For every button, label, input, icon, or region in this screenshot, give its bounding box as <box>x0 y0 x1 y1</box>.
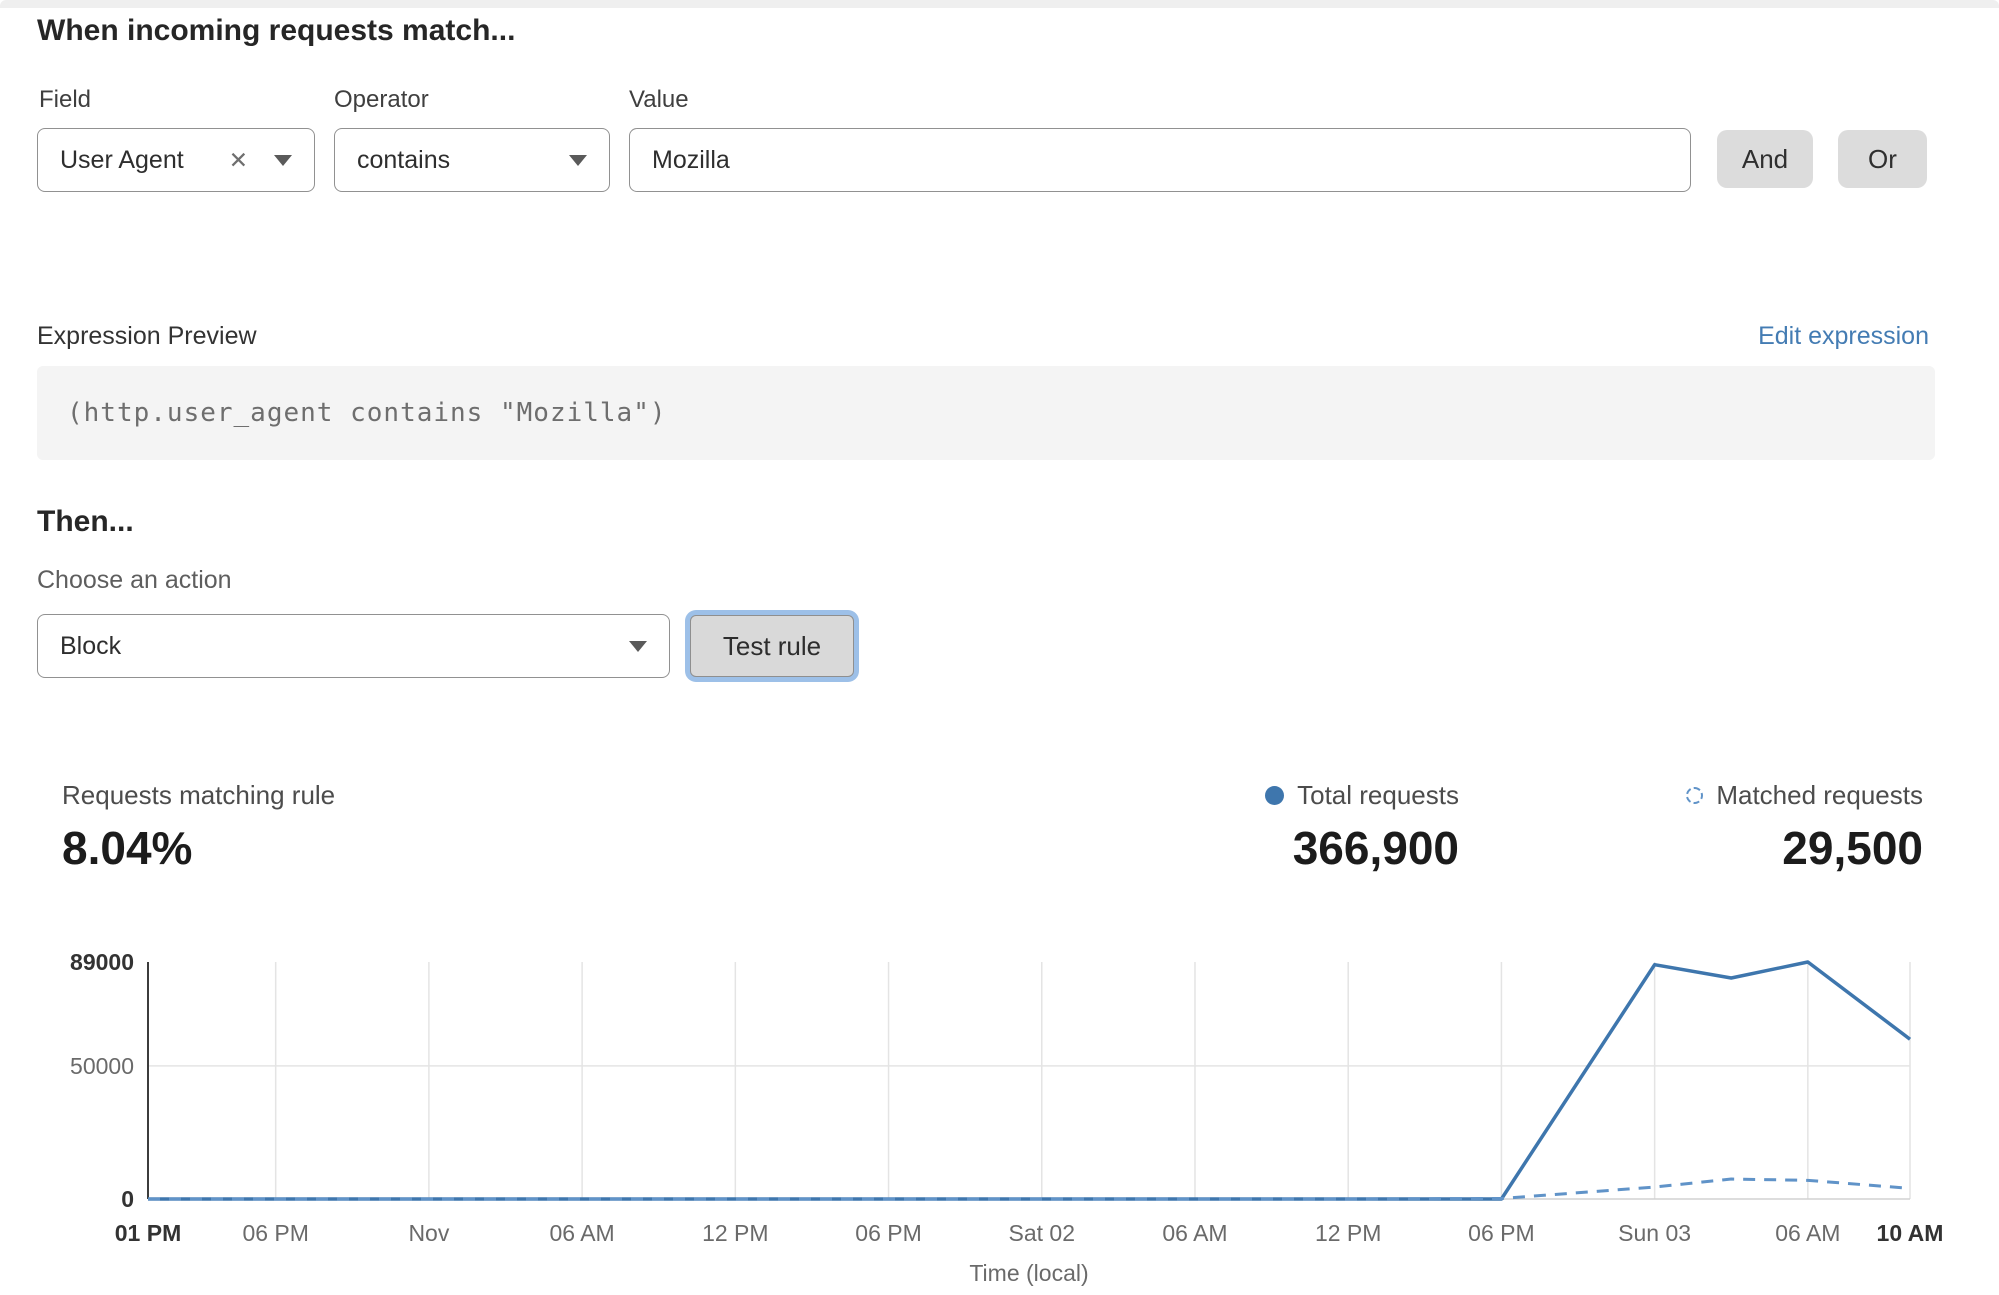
choose-action-label: Choose an action <box>37 566 232 594</box>
svg-text:06 AM: 06 AM <box>550 1220 615 1246</box>
value-label: Value <box>629 86 689 113</box>
solid-dot-legend-icon <box>1265 786 1285 805</box>
chevron-down-icon <box>569 154 587 166</box>
svg-text:Sun 03: Sun 03 <box>1618 1220 1691 1246</box>
chevron-down-icon <box>629 640 647 652</box>
svg-text:01 PM: 01 PM <box>115 1220 181 1246</box>
svg-text:06 PM: 06 PM <box>1468 1220 1534 1246</box>
stat-total-requests: Total requests 366,900 <box>1265 780 1459 875</box>
field-select[interactable]: User Agent ✕ <box>37 128 315 192</box>
value-input[interactable] <box>629 128 1691 192</box>
and-button[interactable]: And <box>1717 130 1813 188</box>
svg-text:12 PM: 12 PM <box>1315 1220 1381 1246</box>
page-title: When incoming requests match... <box>37 14 516 47</box>
svg-text:Time (local): Time (local) <box>969 1260 1088 1286</box>
stat-matching-value: 8.04% <box>62 822 193 874</box>
operator-select-value: contains <box>357 145 451 174</box>
legend-total-requests: Total requests <box>1265 780 1459 811</box>
svg-text:06 PM: 06 PM <box>242 1220 308 1246</box>
operator-select[interactable]: contains <box>334 128 610 192</box>
test-rule-button[interactable]: Test rule <box>690 615 854 677</box>
requests-chart: 89000 50000 0 01 PM 06 PM Nov 06 AM 12 PM 06 PM S… <box>70 949 1944 1286</box>
svg-text:06 AM: 06 AM <box>1162 1220 1227 1246</box>
svg-text:06 AM: 06 AM <box>1775 1220 1840 1246</box>
panel-top-edge <box>0 0 1999 8</box>
svg-text:Nov: Nov <box>408 1220 449 1246</box>
operator-label: Operator <box>334 86 429 113</box>
dashed-circle-legend-icon <box>1686 787 1704 804</box>
stat-total-value: 366,900 <box>1292 822 1459 874</box>
svg-text:89000: 89000 <box>70 949 134 975</box>
svg-text:0: 0 <box>121 1186 134 1212</box>
field-select-value: User Agent <box>60 145 184 174</box>
field-label: Field <box>39 86 92 113</box>
chevron-down-icon <box>274 154 292 166</box>
clear-icon[interactable]: ✕ <box>228 146 248 173</box>
expression-code: (http.user_agent contains "Mozilla") <box>67 398 667 428</box>
svg-text:50000: 50000 <box>70 1053 134 1079</box>
svg-text:06 PM: 06 PM <box>855 1220 921 1246</box>
edit-expression-link[interactable]: Edit expression <box>1758 322 1929 350</box>
svg-text:10 AM: 10 AM <box>1877 1220 1944 1246</box>
action-select-value: Block <box>60 631 122 660</box>
stat-matching-rule: Requests matching rule 8.04% <box>62 780 335 875</box>
svg-text:Sat 02: Sat 02 <box>1009 1220 1076 1246</box>
action-select[interactable]: Block <box>37 614 670 678</box>
stat-matching-label: Requests matching rule <box>62 780 336 810</box>
then-heading: Then... <box>37 505 134 538</box>
stat-matched-value: 29,500 <box>1782 822 1923 874</box>
stat-total-label: Total requests <box>1297 780 1459 810</box>
expression-preview-label: Expression Preview <box>37 322 257 350</box>
expression-code-box: (http.user_agent contains "Mozilla") <box>37 366 1935 460</box>
svg-text:12 PM: 12 PM <box>702 1220 768 1246</box>
stat-matched-requests: Matched requests 29,500 <box>1686 780 1923 875</box>
stat-matched-label: Matched requests <box>1716 780 1923 810</box>
or-button[interactable]: Or <box>1838 130 1927 188</box>
legend-matched-requests: Matched requests <box>1686 780 1923 811</box>
